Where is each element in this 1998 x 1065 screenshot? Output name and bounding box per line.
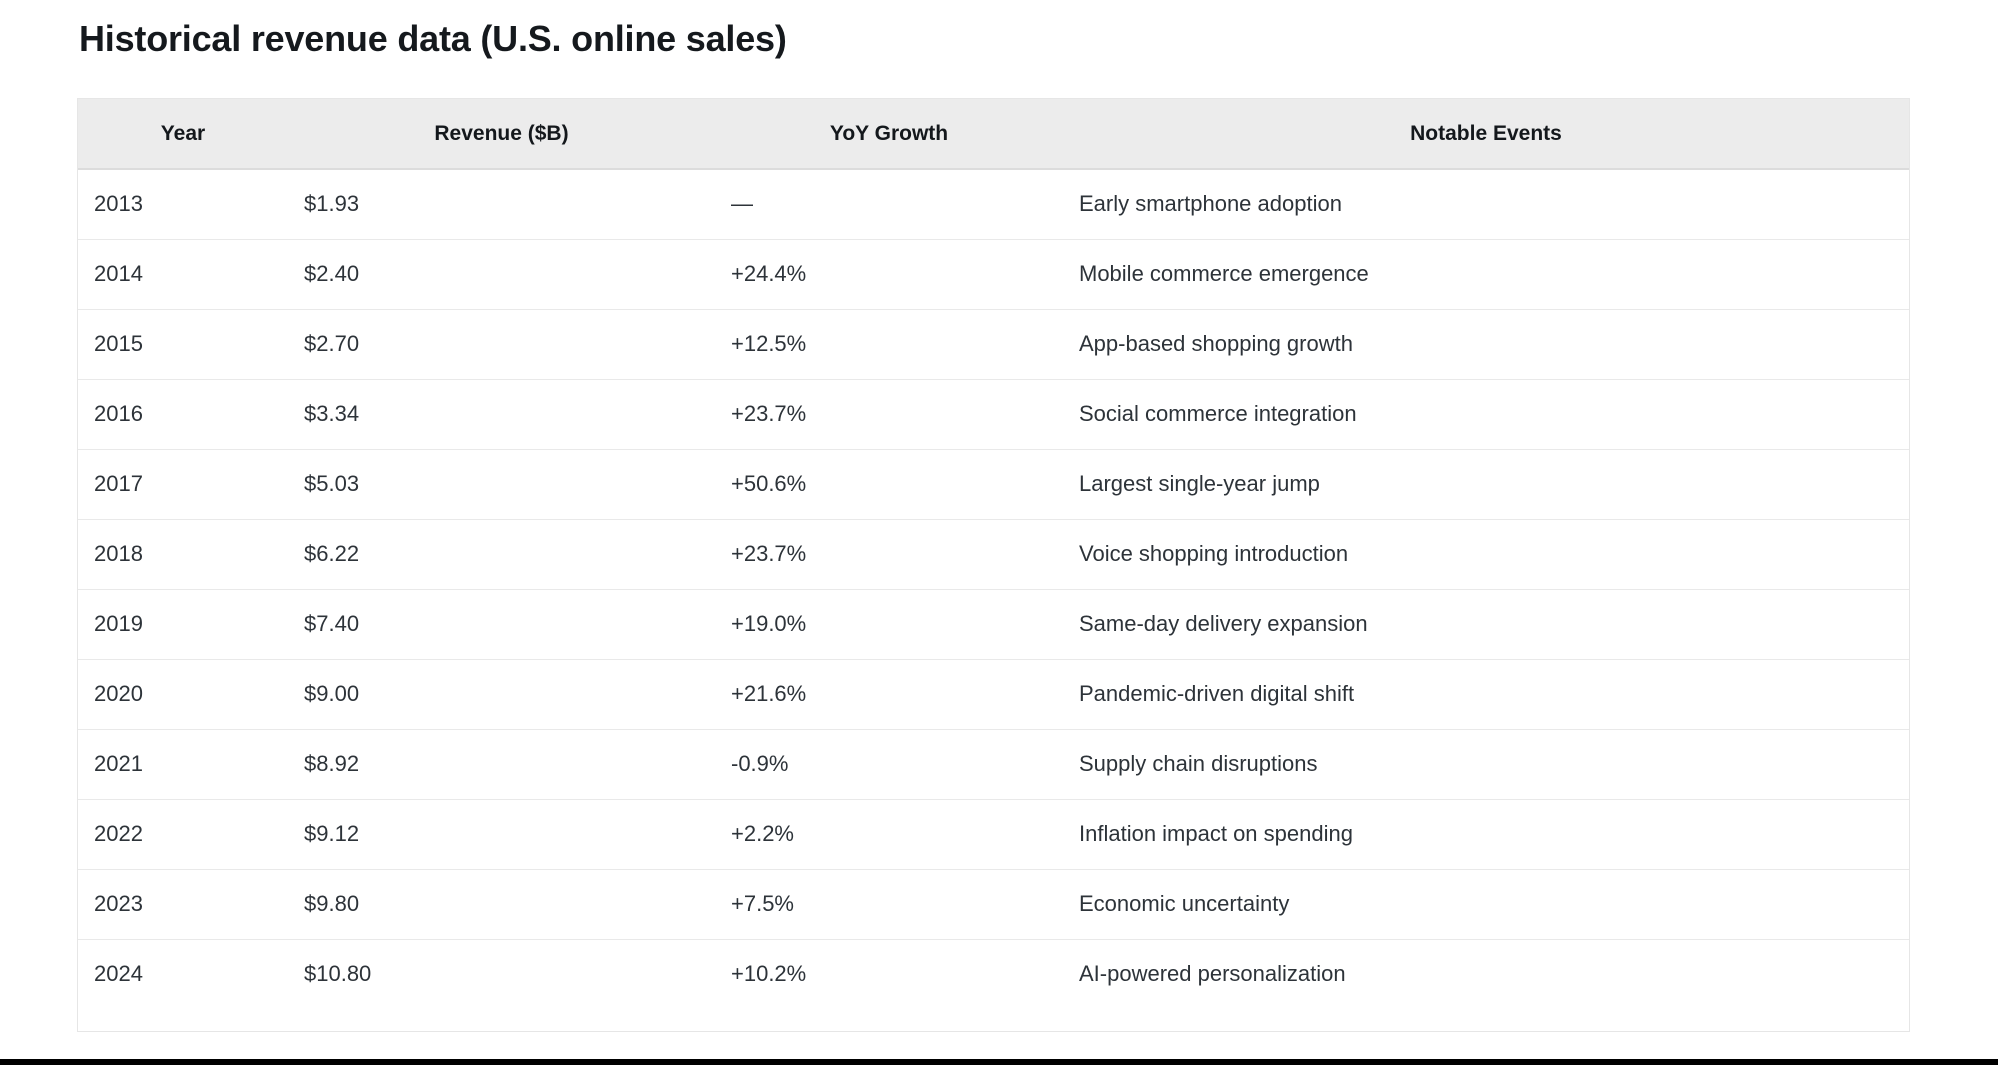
column-header-year: Year xyxy=(78,99,288,170)
event-cell: Largest single-year jump xyxy=(1063,449,1909,520)
event-cell: Supply chain disruptions xyxy=(1063,729,1909,800)
revenue-cell: $8.92 xyxy=(288,729,715,800)
yoy-cell: +24.4% xyxy=(715,239,1063,310)
bottom-edge-bar xyxy=(0,1059,1998,1065)
revenue-cell: $3.34 xyxy=(288,379,715,450)
year-cell: 2023 xyxy=(78,869,288,940)
table-row: 2021 $8.92 -0.9% Supply chain disruption… xyxy=(78,729,1909,800)
yoy-cell: +2.2% xyxy=(715,799,1063,870)
year-cell: 2024 xyxy=(94,961,143,987)
revenue-cell: $5.03 xyxy=(288,449,715,520)
event-cell: App-based shopping growth xyxy=(1063,309,1909,380)
year-cell: 2019 xyxy=(78,589,288,660)
revenue-table-container: Year Revenue ($B) YoY Growth Notable Eve… xyxy=(77,98,1910,1032)
yoy-cell: +21.6% xyxy=(715,659,1063,730)
year-cell: 2022 xyxy=(78,799,288,870)
revenue-cell: $7.40 xyxy=(288,589,715,660)
event-cell: AI-powered personalization xyxy=(1079,961,1346,987)
table-header: Year Revenue ($B) YoY Growth Notable Eve… xyxy=(78,99,1909,170)
table-row: 2019 $7.40 +19.0% Same-day delivery expa… xyxy=(78,589,1909,660)
event-cell: Same-day delivery expansion xyxy=(1063,589,1909,660)
event-cell: Inflation impact on spending xyxy=(1063,799,1909,870)
table-row: 2022 $9.12 +2.2% Inflation impact on spe… xyxy=(78,799,1909,870)
yoy-cell: +10.2% xyxy=(731,961,807,987)
revenue-cell: $9.00 xyxy=(288,659,715,730)
year-cell: 2015 xyxy=(78,309,288,380)
yoy-cell: — xyxy=(715,169,1063,240)
yoy-cell: +19.0% xyxy=(715,589,1063,660)
event-cell: Early smartphone adoption xyxy=(1063,169,1909,240)
table-row: 2013 $1.93 — Early smartphone adoption xyxy=(78,169,1909,240)
table-row: 2014 $2.40 +24.4% Mobile commerce emerge… xyxy=(78,239,1909,310)
year-cell: 2017 xyxy=(78,449,288,520)
yoy-cell: -0.9% xyxy=(715,729,1063,800)
table-row: 2018 $6.22 +23.7% Voice shopping introdu… xyxy=(78,519,1909,590)
year-cell: 2014 xyxy=(78,239,288,310)
year-cell: 2013 xyxy=(78,169,288,240)
revenue-cell: $9.80 xyxy=(288,869,715,940)
table-row: 2023 $9.80 +7.5% Economic uncertainty xyxy=(78,869,1909,940)
yoy-cell: +50.6% xyxy=(715,449,1063,520)
column-header-notable-events: Notable Events xyxy=(1063,99,1909,170)
yoy-cell: +23.7% xyxy=(715,519,1063,590)
revenue-cell: $2.70 xyxy=(288,309,715,380)
event-cell: Economic uncertainty xyxy=(1063,869,1909,940)
column-header-yoy-growth: YoY Growth xyxy=(715,99,1063,170)
table-body: 2013 $1.93 — Early smartphone adoption 2… xyxy=(78,169,1909,1009)
revenue-cell: $10.80 xyxy=(304,961,372,987)
yoy-cell: +7.5% xyxy=(715,869,1063,940)
revenue-cell: $1.93 xyxy=(288,169,715,240)
revenue-cell: $2.40 xyxy=(288,239,715,310)
table-row: 2015 $2.70 +12.5% App-based shopping gro… xyxy=(78,309,1909,380)
year-cell: 2021 xyxy=(78,729,288,800)
year-cell: 2018 xyxy=(78,519,288,590)
year-cell: 2016 xyxy=(78,379,288,450)
table-row: 2020 $9.00 +21.6% Pandemic-driven digita… xyxy=(78,659,1909,730)
yoy-cell: +23.7% xyxy=(715,379,1063,450)
yoy-cell: +12.5% xyxy=(715,309,1063,380)
revenue-table: Year Revenue ($B) YoY Growth Notable Eve… xyxy=(78,99,1909,1009)
column-header-revenue: Revenue ($B) xyxy=(288,99,715,170)
table-row: 2024 $10.80 +10.2% AI-powered personaliz… xyxy=(78,939,1909,1009)
revenue-cell: $6.22 xyxy=(288,519,715,590)
header-row: Year Revenue ($B) YoY Growth Notable Eve… xyxy=(78,99,1909,170)
table-row: 2016 $3.34 +23.7% Social commerce integr… xyxy=(78,379,1909,450)
event-cell: Mobile commerce emergence xyxy=(1063,239,1909,310)
page-title: Historical revenue data (U.S. online sal… xyxy=(79,18,787,59)
year-cell: 2020 xyxy=(78,659,288,730)
table-row: 2017 $5.03 +50.6% Largest single-year ju… xyxy=(78,449,1909,520)
event-cell: Pandemic-driven digital shift xyxy=(1063,659,1909,730)
revenue-cell: $9.12 xyxy=(288,799,715,870)
event-cell: Voice shopping introduction xyxy=(1063,519,1909,590)
event-cell: Social commerce integration xyxy=(1063,379,1909,450)
